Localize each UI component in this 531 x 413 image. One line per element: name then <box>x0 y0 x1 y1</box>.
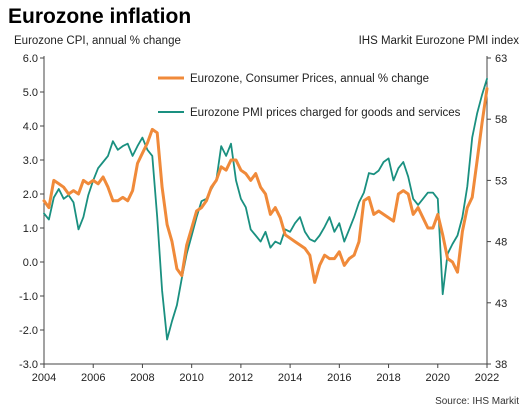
x-tick-label: 2018 <box>376 372 400 384</box>
right-tick-label: 63 <box>495 53 507 65</box>
left-tick-label: -2.0 <box>19 325 38 337</box>
legend-label-cpi: Eurozone, Consumer Prices, annual % chan… <box>190 73 429 85</box>
left-tick-label: 1.0 <box>23 223 38 235</box>
right-tick-label: 38 <box>495 359 507 371</box>
left-tick-label: 2.0 <box>23 189 38 201</box>
x-tick-label: 2016 <box>327 372 351 384</box>
chart-axes: -3.0 -2.0 -1.0 0.0 1.0 2.0 3.0 4.0 5.0 6.0 38 43 48 5… <box>19 53 507 384</box>
chart-title: Eurozone inflation <box>8 5 191 28</box>
series-line-pmi <box>43 77 488 341</box>
series-layer <box>42 77 489 341</box>
left-tick-label: 0.0 <box>23 257 38 269</box>
left-tick-label: 6.0 <box>23 53 38 65</box>
source-note: Source: IHS Markit <box>435 396 519 407</box>
left-tick-label: 4.0 <box>23 121 38 133</box>
x-tick-label: 2010 <box>179 372 203 384</box>
right-tick-label: 48 <box>495 237 507 249</box>
right-tick-label: 58 <box>495 114 507 126</box>
x-tick-label: 2012 <box>229 372 253 384</box>
legend: Eurozone, Consumer Prices, annual % chan… <box>158 73 461 119</box>
right-tick-label: 53 <box>495 175 507 187</box>
x-tick-label: 2022 <box>475 372 499 384</box>
x-tick-label: 2008 <box>130 372 154 384</box>
series-line-cpi <box>42 87 489 284</box>
x-tick-label: 2004 <box>32 372 56 384</box>
x-tick-label: 2014 <box>278 372 302 384</box>
right-tick-label: 43 <box>495 298 507 310</box>
x-tick-label: 2020 <box>426 372 450 384</box>
x-tick-label: 2006 <box>81 372 105 384</box>
left-tick-label: -3.0 <box>19 359 38 371</box>
legend-label-pmi: Eurozone PMI prices charged for goods an… <box>190 107 461 119</box>
right-axis-label: IHS Markit Eurozone PMI index <box>359 35 520 47</box>
left-tick-label: -1.0 <box>19 291 38 303</box>
left-tick-label: 3.0 <box>23 155 38 167</box>
left-tick-label: 5.0 <box>23 87 38 99</box>
left-axis-label: Eurozone CPI, annual % change <box>14 35 181 47</box>
